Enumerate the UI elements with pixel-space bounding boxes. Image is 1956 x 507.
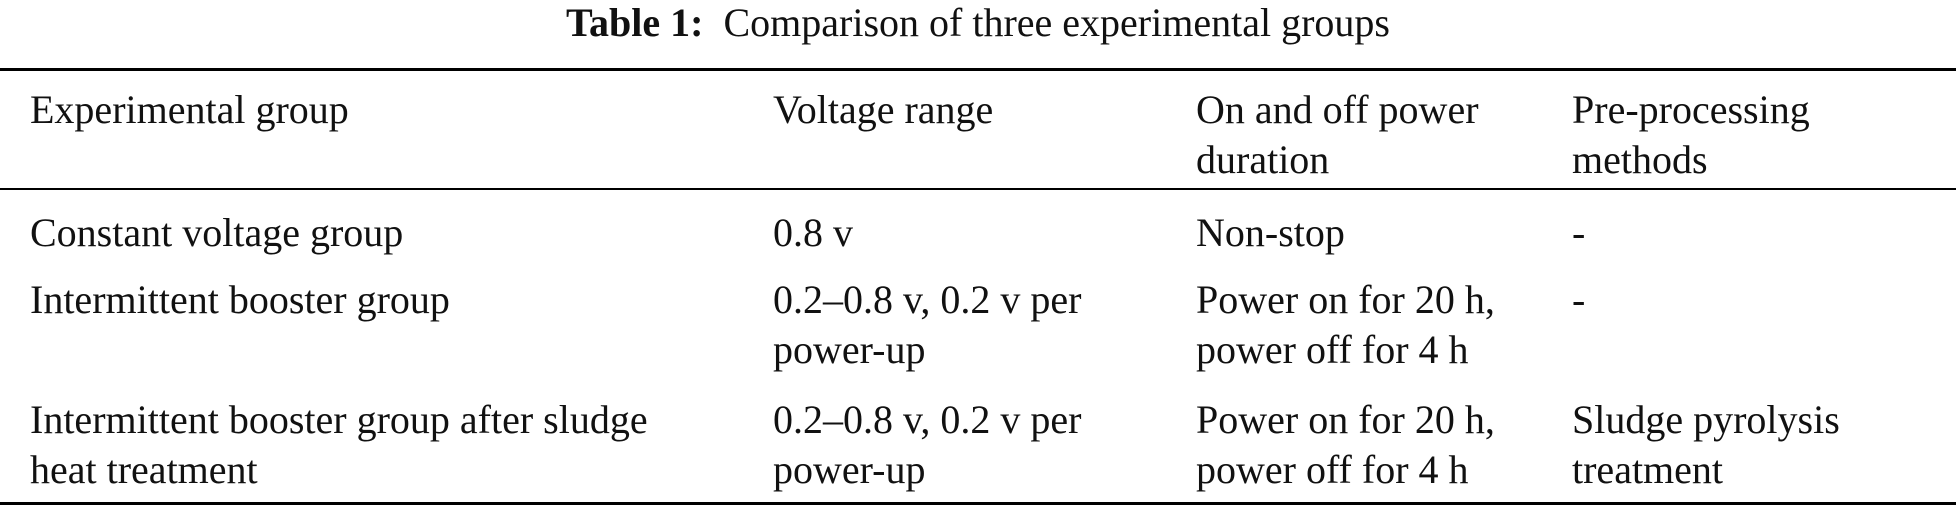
table-header-rule — [0, 188, 1956, 190]
cell-experimental-group: Constant voltage group — [30, 210, 404, 255]
table-bottom-rule — [0, 502, 1956, 505]
cell-power-duration: Non-stop — [1196, 210, 1345, 255]
header-voltage-range: Voltage range — [773, 87, 994, 132]
cell-voltage-range: 0.2–0.8 v, 0.2 v per power-up — [773, 397, 1082, 492]
header-experimental-group: Experimental group — [30, 87, 349, 132]
cell-experimental-group: Intermittent booster group after sludge … — [30, 397, 648, 492]
cell-voltage-range: 0.2–0.8 v, 0.2 v per power-up — [773, 277, 1082, 372]
table-caption-text: Comparison of three experimental groups — [723, 0, 1390, 45]
cell-pre-processing: - — [1572, 210, 1586, 255]
table-top-rule — [0, 68, 1956, 71]
cell-pre-processing: Sludge pyrolysis treatment — [1572, 397, 1840, 492]
table-caption: Table 1: Comparison of three experimenta… — [0, 0, 1956, 45]
cell-voltage-range: 0.8 v — [773, 210, 853, 255]
cell-power-duration: Power on for 20 h, power off for 4 h — [1196, 397, 1495, 492]
cell-power-duration: Power on for 20 h, power off for 4 h — [1196, 277, 1495, 372]
header-pre-processing-methods: Pre-processing methods — [1572, 87, 1810, 182]
header-on-off-power-duration: On and off power duration — [1196, 87, 1479, 182]
cell-pre-processing: - — [1572, 277, 1586, 322]
cell-experimental-group: Intermittent booster group — [30, 277, 450, 322]
table-caption-label: Table 1: — [566, 0, 704, 45]
